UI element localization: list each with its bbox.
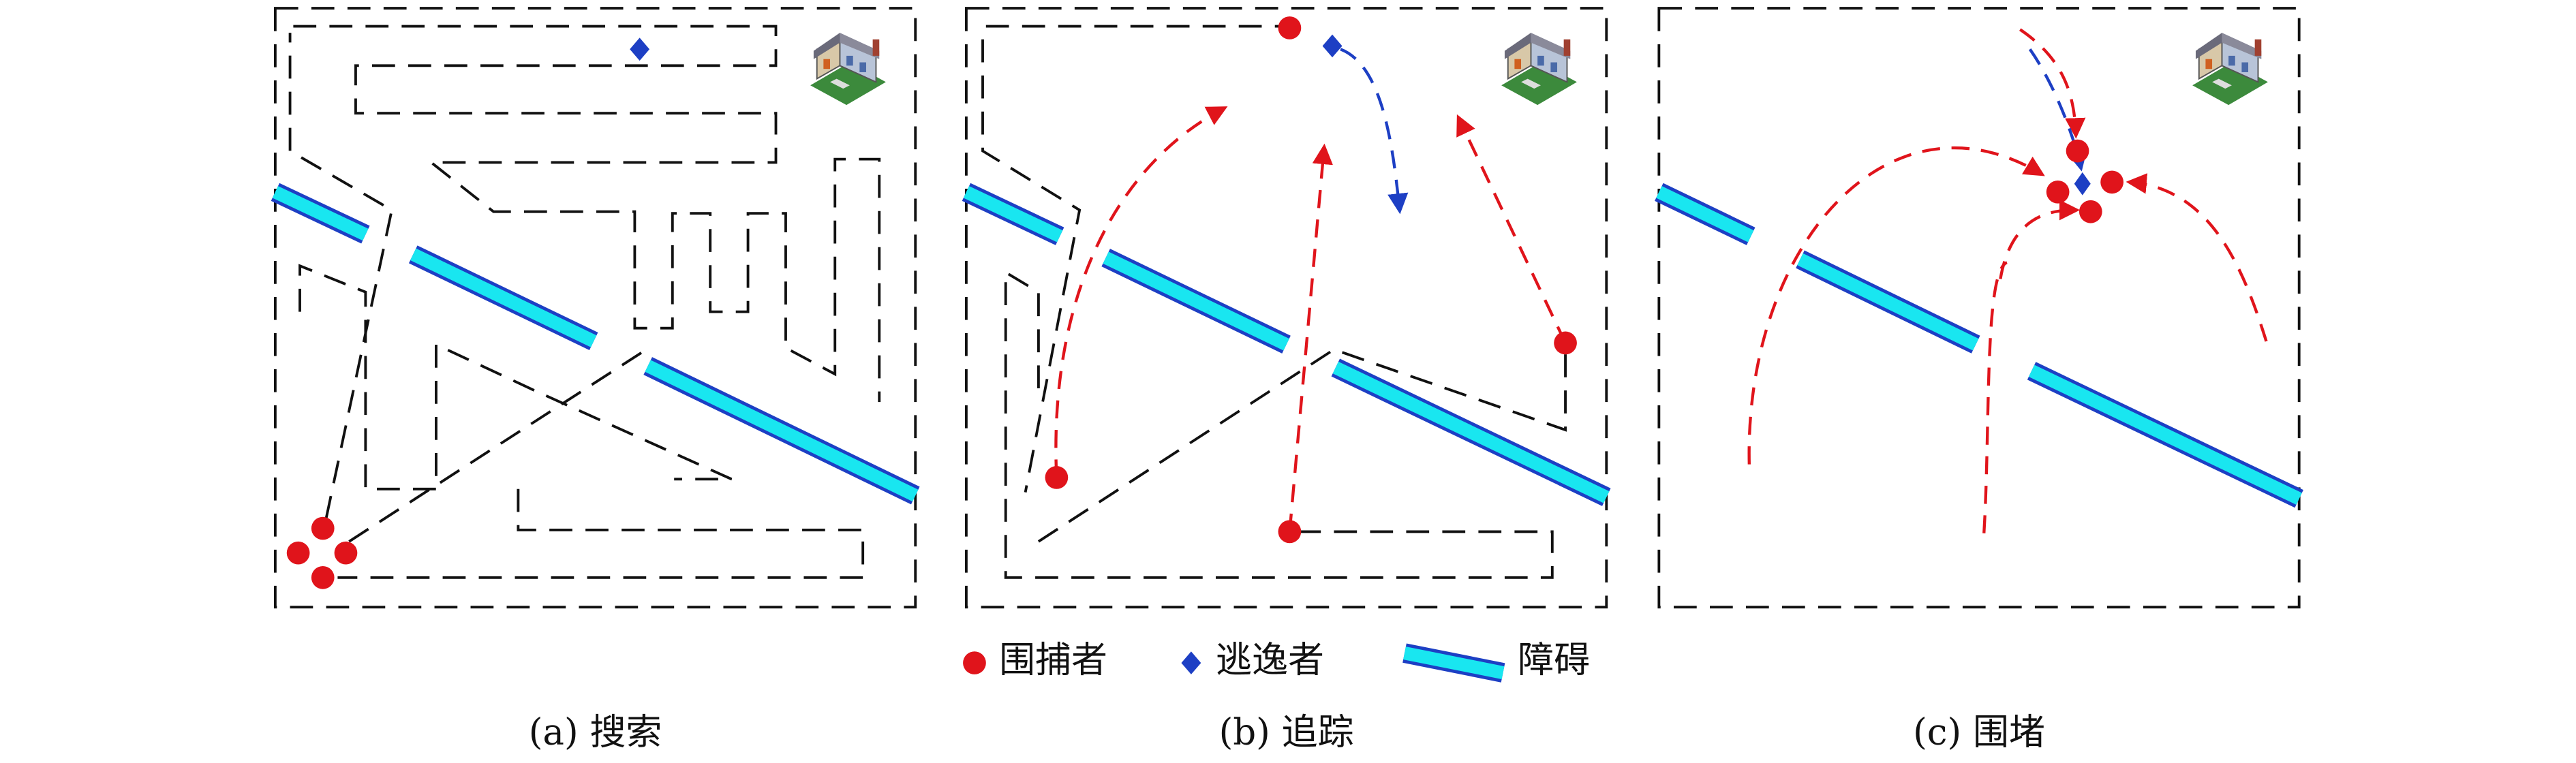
pursuer-path	[1982, 261, 2008, 533]
obstacle	[1332, 361, 1610, 503]
obstacle	[1656, 186, 1754, 243]
search-path	[981, 39, 1082, 493]
search-path	[337, 488, 865, 579]
pursuer	[286, 541, 310, 565]
pursuer-path	[1747, 146, 2045, 465]
pursuer	[2079, 200, 2102, 223]
pursuer-path	[1999, 200, 2081, 279]
pursuer-path	[1054, 106, 1228, 478]
pursuer	[1278, 520, 1302, 544]
evader	[1322, 34, 1343, 58]
pursuer	[311, 516, 335, 540]
evader	[2074, 172, 2091, 196]
pursuer-path	[2019, 28, 2086, 139]
search-path	[288, 33, 394, 519]
search-path	[1657, 7, 2301, 609]
obstacle	[1797, 253, 1979, 351]
obstacle	[272, 186, 369, 241]
panel-c	[1655, 7, 2303, 609]
obstacle	[410, 248, 597, 347]
search-path	[964, 7, 1608, 609]
pursuer	[334, 541, 358, 565]
panel-a	[271, 7, 920, 609]
search-path	[1037, 347, 1567, 543]
pursuer	[311, 565, 335, 589]
caption: (b) 追踪	[1219, 712, 1354, 753]
evader-path	[2028, 48, 2087, 172]
house-icon	[809, 31, 887, 106]
search-path	[1004, 270, 1554, 579]
pursuer	[1554, 331, 1577, 355]
obstacle	[2028, 364, 2302, 505]
legend-label: 围捕者	[999, 640, 1107, 681]
legend-label: 障碍	[1518, 640, 1590, 681]
obstacle	[1403, 647, 1505, 679]
pursuer-path	[1456, 114, 1567, 344]
obstacle	[963, 186, 1063, 243]
house-icon	[2191, 31, 2269, 106]
legend: 围捕者 逃逸者 障碍	[963, 640, 1590, 683]
pursuer	[2066, 139, 2089, 163]
search-path	[298, 264, 733, 490]
pursuer-path	[2126, 173, 2268, 342]
caption: (c) 围堵	[1913, 712, 2045, 753]
evader	[630, 37, 650, 61]
panel-b	[962, 7, 1611, 609]
caption: (a) 搜索	[529, 712, 662, 753]
search-path	[273, 7, 917, 609]
legend-pursuer-marker	[963, 651, 986, 674]
pursuer-path	[1288, 143, 1333, 532]
pursuer	[1045, 466, 1069, 489]
search-path	[293, 25, 881, 403]
pursuer	[1278, 16, 1302, 40]
pursuer	[2046, 180, 2070, 204]
obstacle	[645, 360, 919, 502]
search-path	[348, 352, 643, 543]
obstacle	[1103, 251, 1289, 351]
evader-path	[1340, 48, 1409, 215]
pursuer	[2100, 170, 2123, 194]
legend-label: 逃逸者	[1216, 640, 1324, 681]
legend-evader-marker	[1181, 651, 1201, 674]
house-icon	[1500, 31, 1578, 106]
